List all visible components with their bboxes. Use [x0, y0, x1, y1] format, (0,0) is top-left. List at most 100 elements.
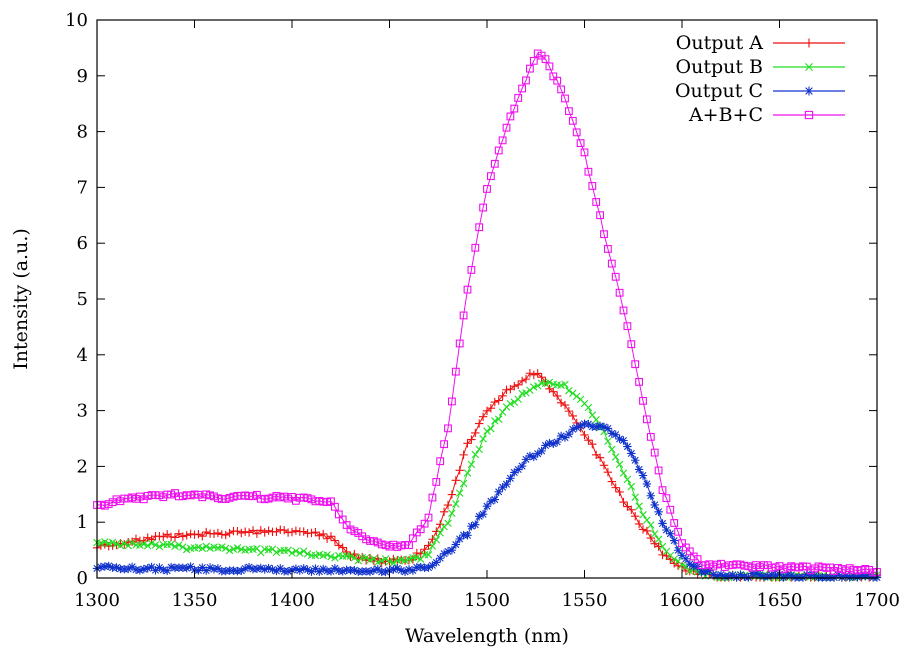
cross-marker: [167, 540, 175, 549]
star-marker: [514, 465, 523, 474]
star-marker: [662, 525, 671, 535]
star-marker: [373, 564, 382, 574]
star-marker: [751, 569, 761, 578]
plus-marker: [627, 505, 636, 515]
plus-marker: [237, 528, 246, 538]
star-marker: [229, 566, 238, 575]
star-marker: [166, 562, 176, 572]
star-marker: [463, 531, 472, 540]
plus-marker: [412, 548, 421, 558]
plus-marker: [654, 542, 663, 551]
cross-marker: [120, 539, 129, 548]
star-marker: [502, 480, 511, 489]
cross-marker: [124, 542, 132, 550]
square-marker: [804, 110, 814, 120]
legend-label: Output B: [676, 56, 764, 78]
plus-marker: [217, 530, 226, 539]
square-marker: [498, 136, 507, 145]
square-marker: [611, 272, 620, 281]
x-tick-label: 1450: [367, 590, 413, 611]
cross-marker: [140, 540, 148, 548]
star-marker: [603, 424, 613, 433]
star-marker: [787, 571, 796, 580]
square-marker: [635, 377, 644, 386]
star-marker: [771, 570, 780, 580]
cross-marker: [455, 489, 464, 497]
plus-marker: [510, 381, 519, 391]
cross-marker: [643, 516, 651, 524]
plus-marker: [556, 398, 566, 407]
cross-marker: [155, 542, 164, 551]
plus-marker: [666, 555, 675, 564]
cross-marker: [198, 544, 207, 553]
star-marker: [404, 565, 414, 574]
star-marker: [728, 571, 737, 580]
square-marker: [529, 56, 538, 65]
square-marker: [475, 223, 484, 232]
square-marker: [447, 397, 456, 406]
cross-marker: [389, 559, 398, 567]
chart-marks: [92, 49, 882, 582]
cross-marker: [401, 556, 409, 565]
star-marker: [408, 566, 418, 575]
plus-marker: [307, 528, 316, 538]
cross-marker: [604, 437, 612, 445]
star-marker: [205, 563, 215, 572]
plus-marker: [634, 519, 644, 529]
star-marker: [568, 425, 577, 434]
star-marker: [311, 564, 320, 573]
star-marker: [849, 571, 858, 581]
cross-marker: [366, 556, 374, 564]
series-line: [96, 52, 878, 573]
cross-marker: [171, 542, 179, 551]
star-marker: [740, 572, 749, 581]
legend-label: A+B+C: [688, 104, 763, 126]
star-marker: [127, 562, 137, 572]
star-marker: [416, 562, 425, 572]
star-marker: [537, 446, 546, 456]
plus-marker: [584, 436, 593, 445]
star-marker: [607, 429, 616, 438]
star-marker: [276, 564, 285, 573]
star-marker: [763, 572, 772, 581]
plus-marker: [514, 380, 523, 390]
x-tick-label: 1300: [74, 590, 120, 611]
square-marker: [455, 339, 464, 348]
cross-marker: [483, 427, 491, 435]
star-marker: [291, 564, 301, 573]
star-marker: [615, 434, 624, 444]
cross-marker: [592, 415, 600, 424]
cross-marker: [292, 547, 300, 555]
star-marker: [599, 422, 609, 432]
plus-marker: [498, 391, 507, 401]
cross-marker: [428, 542, 437, 550]
star-marker: [155, 563, 164, 572]
cross-marker: [487, 424, 495, 433]
square-marker: [623, 322, 632, 331]
plus-marker: [287, 527, 297, 537]
plus-marker: [342, 547, 351, 557]
star-marker: [350, 566, 359, 575]
cross-marker: [299, 547, 308, 555]
star-marker: [592, 422, 601, 432]
star-marker: [712, 571, 722, 580]
star-marker: [319, 564, 328, 574]
star-marker: [393, 564, 402, 573]
star-marker: [194, 566, 203, 575]
star-marker: [436, 554, 445, 563]
star-marker: [381, 567, 390, 577]
y-tick-label: 9: [77, 66, 88, 87]
star-marker: [506, 474, 515, 483]
plus-marker: [291, 526, 301, 535]
star-marker: [638, 471, 648, 480]
cross-marker: [101, 538, 109, 546]
star-marker: [112, 563, 121, 572]
star-marker: [810, 571, 819, 580]
star-marker: [658, 519, 667, 528]
star-marker: [755, 570, 765, 579]
y-tick-label: 4: [77, 345, 88, 366]
cross-marker: [221, 544, 230, 553]
square-marker: [607, 259, 616, 268]
cross-marker: [658, 542, 667, 551]
